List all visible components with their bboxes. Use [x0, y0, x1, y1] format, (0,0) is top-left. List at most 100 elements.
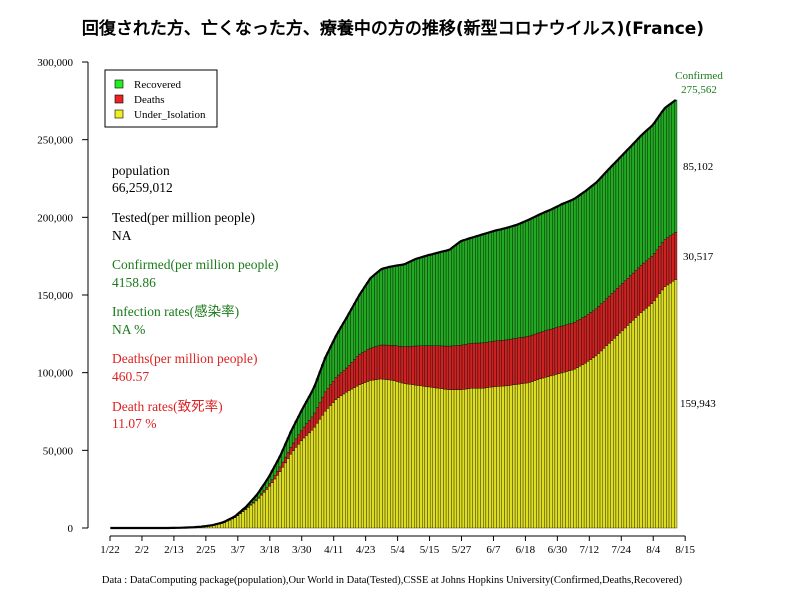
bar-isolation — [427, 386, 431, 529]
bar-deaths — [493, 340, 497, 387]
bar-deaths — [400, 346, 404, 384]
bar-recovered — [422, 256, 426, 346]
bar-recovered — [368, 278, 372, 349]
bar-recovered — [509, 226, 513, 340]
bar-recovered — [578, 194, 582, 320]
bar-isolation — [392, 380, 396, 529]
legend: Recovered Deaths Under_Isolation — [104, 69, 218, 128]
bar-deaths — [347, 365, 351, 391]
bar-isolation — [225, 521, 229, 529]
bar-isolation — [554, 374, 558, 529]
bar-isolation — [313, 427, 317, 529]
bar-deaths — [671, 233, 675, 282]
bar-isolation — [326, 408, 330, 529]
bar-deaths — [278, 466, 282, 472]
bar-recovered — [496, 229, 500, 341]
bar-recovered — [586, 188, 590, 315]
bar-deaths — [363, 350, 367, 383]
bar-isolation — [599, 350, 603, 529]
confirmed-per-million-label: Confirmed(per million people) — [112, 257, 278, 272]
bar-deaths — [639, 265, 643, 313]
bar-isolation — [342, 393, 346, 529]
bar-recovered — [506, 227, 510, 340]
bar-isolation — [278, 471, 282, 529]
bar-isolation — [307, 432, 311, 529]
bar-recovered — [552, 208, 556, 329]
bar-deaths — [605, 298, 609, 347]
bar-isolation — [602, 348, 606, 529]
bar-deaths — [607, 295, 611, 344]
bar-deaths — [549, 328, 553, 377]
bar-deaths — [443, 345, 447, 390]
bar-deaths — [506, 339, 510, 386]
bar-isolation — [621, 330, 625, 529]
bar-recovered — [613, 162, 617, 292]
x-tick-label: 5/4 — [391, 544, 406, 556]
bar-isolation — [498, 386, 502, 529]
bar-deaths — [509, 338, 513, 386]
bar-isolation — [528, 382, 532, 529]
legend-box — [104, 69, 218, 128]
x-tick-label: 6/7 — [486, 544, 501, 556]
bar-deaths — [411, 345, 415, 385]
bar-recovered — [629, 146, 633, 276]
bar-isolation — [366, 381, 370, 529]
bar-deaths — [408, 346, 412, 385]
bar-deaths — [668, 235, 672, 284]
bar-deaths — [467, 343, 471, 389]
bar-deaths — [329, 384, 333, 406]
bar-isolation — [422, 386, 426, 529]
y-tick-label: 250,000 — [37, 135, 73, 147]
bar-recovered — [453, 245, 457, 346]
bar-isolation — [321, 415, 325, 529]
bar-deaths — [562, 325, 566, 373]
bar-recovered — [414, 258, 418, 347]
bar-recovered — [467, 238, 471, 344]
bar-deaths — [366, 349, 370, 382]
bar-recovered — [480, 234, 484, 344]
bar-isolation — [666, 284, 670, 529]
bar-deaths — [307, 420, 311, 434]
bar-isolation — [533, 380, 537, 529]
bar-isolation — [374, 379, 378, 529]
bar-isolation — [416, 385, 420, 529]
bar-deaths — [406, 346, 410, 385]
bar-isolation — [583, 363, 587, 529]
bar-isolation — [395, 381, 399, 529]
bar-deaths — [382, 344, 386, 380]
bar-deaths — [422, 345, 426, 387]
bar-deaths — [568, 323, 572, 371]
bar-recovered — [353, 303, 357, 360]
bar-deaths — [432, 345, 436, 388]
bar-isolation — [568, 370, 572, 529]
bar-isolation — [459, 389, 463, 529]
bar-deaths — [315, 407, 319, 424]
bar-recovered — [514, 224, 518, 339]
bar-isolation — [358, 384, 362, 529]
bar-deaths — [305, 423, 309, 436]
bar-deaths — [392, 345, 396, 381]
bar-isolation — [347, 390, 351, 529]
bar-isolation — [647, 305, 651, 529]
bar-recovered — [570, 199, 574, 324]
bar-recovered — [666, 105, 670, 238]
bar-deaths — [289, 447, 293, 455]
bar-recovered — [350, 308, 354, 363]
bar-isolation — [480, 388, 484, 529]
bar-deaths — [538, 332, 542, 379]
bar-isolation — [674, 279, 678, 529]
bar-deaths — [621, 283, 625, 331]
bar-deaths — [610, 293, 614, 341]
bar-deaths — [554, 327, 558, 375]
bar-isolation — [581, 364, 585, 529]
bar-deaths — [286, 451, 290, 459]
bar-deaths — [480, 342, 484, 389]
bar-recovered — [644, 130, 648, 261]
bar-recovered — [583, 190, 587, 317]
bar-isolation — [249, 505, 253, 529]
bar-deaths — [429, 345, 433, 388]
bar-isolation — [565, 371, 569, 529]
legend-swatch-isolation — [114, 109, 124, 119]
bar-isolation — [453, 389, 457, 529]
